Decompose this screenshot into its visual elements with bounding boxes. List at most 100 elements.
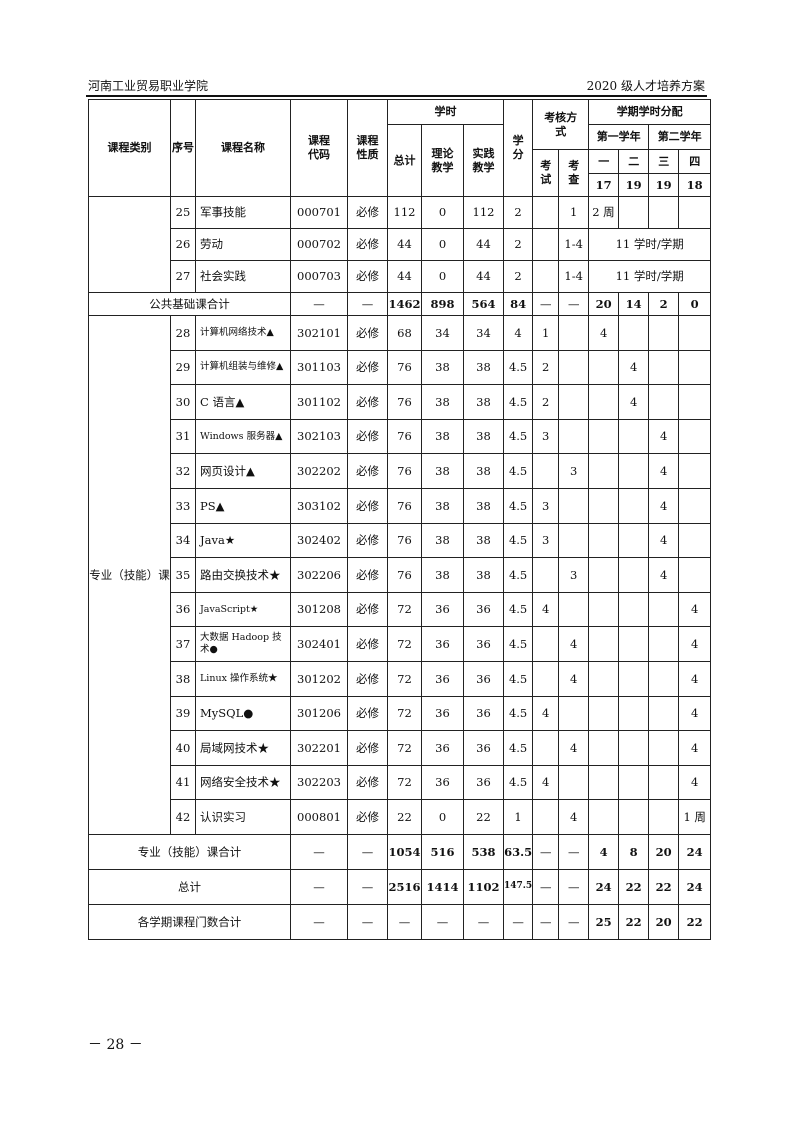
summary-value: 84 bbox=[502, 292, 534, 316]
head-sem-1: 一 bbox=[588, 149, 620, 174]
hours-theory: 38 bbox=[421, 384, 464, 420]
course-code: 000801 bbox=[290, 799, 348, 835]
check-semester: 1-4 bbox=[558, 260, 590, 293]
semester-hours-3 bbox=[648, 730, 680, 766]
check-semester bbox=[558, 695, 590, 732]
summary-row: 专业（技能）课合计 — —1054 516 538 63.5— —4 8 20 24 bbox=[88, 833, 712, 870]
course-code: 301103 bbox=[290, 349, 348, 386]
course-nature: 必修 bbox=[347, 260, 388, 293]
course-row: 33 PS▲ 303102 必修 76 38 38 4.5 3 4 bbox=[89, 487, 712, 524]
header-plan: 2020 级人才培养方案 bbox=[586, 79, 705, 93]
semester-hours-3: 4 bbox=[648, 557, 680, 593]
semester-hours-2 bbox=[618, 453, 650, 489]
course-seq: 33 bbox=[170, 487, 196, 524]
summary-value: 22 bbox=[678, 903, 712, 940]
head-name: 课程名称 bbox=[195, 99, 291, 197]
semester-hours-1 bbox=[588, 660, 620, 697]
course-row: 41 网络安全技术★ 302203 必修 72 36 36 4.5 4 4 bbox=[89, 764, 712, 801]
summary-value: 2 bbox=[648, 292, 680, 316]
semester-hours-1 bbox=[588, 522, 620, 559]
hours-total: 72 bbox=[387, 660, 422, 697]
semester-hours-3 bbox=[648, 591, 680, 628]
course-code: 000702 bbox=[290, 228, 348, 261]
semester-hours-2 bbox=[618, 315, 650, 351]
semester-hours-4: 1 周 bbox=[678, 799, 712, 835]
exam-semester: 2 bbox=[532, 349, 560, 386]
check-semester: 4 bbox=[558, 626, 590, 662]
course-name: 路由交换技术★ bbox=[195, 557, 291, 593]
head-code: 课程代码 bbox=[290, 99, 348, 197]
semester-hours-4: 4 bbox=[678, 730, 712, 766]
course-code: 303102 bbox=[290, 487, 348, 524]
head-category: 课程类别 bbox=[88, 99, 171, 197]
hours-total: 22 bbox=[387, 799, 422, 835]
hours-practice: 38 bbox=[463, 453, 504, 489]
summary-label: 总计 bbox=[88, 868, 291, 905]
summary-value: 0 bbox=[678, 292, 712, 316]
course-row: 38 Linux 操作系统★ 301202 必修 72 36 36 4.5 4 4 bbox=[89, 660, 712, 697]
check-semester bbox=[558, 764, 590, 801]
course-seq: 29 bbox=[170, 349, 196, 386]
semester-hours-4: 4 bbox=[678, 695, 712, 732]
summary-value: 25 bbox=[588, 903, 620, 940]
semester-hours-1 bbox=[588, 487, 620, 524]
course-code: 301202 bbox=[290, 660, 348, 697]
course-nature: 必修 bbox=[347, 349, 388, 386]
exam-semester: 4 bbox=[532, 695, 560, 732]
hours-total: 68 bbox=[387, 315, 422, 351]
hours-total: 76 bbox=[387, 384, 422, 420]
course-nature: 必修 bbox=[347, 730, 388, 766]
course-nature: 必修 bbox=[347, 384, 388, 420]
course-seq: 34 bbox=[170, 522, 196, 559]
hours-practice: 112 bbox=[463, 196, 504, 229]
summary-value: 63.5 bbox=[502, 833, 534, 870]
course-code: 301208 bbox=[290, 591, 348, 628]
summary-value: — bbox=[532, 903, 560, 940]
hours-theory: 38 bbox=[421, 349, 464, 386]
course-nature: 必修 bbox=[347, 315, 388, 351]
semester-hours-2 bbox=[618, 591, 650, 628]
exam-semester: 3 bbox=[532, 418, 560, 455]
head-hours: 学时 bbox=[387, 99, 504, 125]
credit: 2 bbox=[502, 228, 534, 261]
semester-hours-2 bbox=[618, 660, 650, 697]
credit: 4.5 bbox=[502, 384, 534, 420]
course-row: 25 军事技能 000701 必修 112 0 112 2 1 2 周 bbox=[88, 196, 712, 293]
summary-value: 20 bbox=[648, 903, 680, 940]
semester-hours-1 bbox=[588, 591, 620, 628]
course-row: 专业（技能）课 28 计算机网络技术▲ 302101 必修 68 34 34 4 1 4 bbox=[88, 315, 712, 835]
credit: 4.5 bbox=[502, 730, 534, 766]
semester-hours-3 bbox=[648, 196, 680, 229]
summary-value: — bbox=[290, 292, 348, 316]
semester-hours-2: 4 bbox=[618, 384, 650, 420]
semester-hours-2 bbox=[618, 764, 650, 801]
check-semester bbox=[558, 522, 590, 559]
course-row: 35 路由交换技术★ 302206 必修 76 38 38 4.5 3 4 bbox=[89, 557, 712, 593]
semester-hours-1 bbox=[588, 557, 620, 593]
course-name: JavaScript★ bbox=[195, 591, 291, 628]
course-row: 29 计算机组装与维修▲ 301103 必修 76 38 38 4.5 2 4 bbox=[89, 349, 712, 386]
semester-hours-3: 4 bbox=[648, 487, 680, 524]
semester-hours-4 bbox=[678, 315, 712, 351]
semester-hours-2 bbox=[618, 695, 650, 732]
course-name: Linux 操作系统★ bbox=[195, 660, 291, 697]
course-name: PS▲ bbox=[195, 487, 291, 524]
summary-value: — bbox=[421, 903, 464, 940]
summary-value: 24 bbox=[588, 868, 620, 905]
exam-semester bbox=[532, 260, 560, 293]
page-number: － 28 － bbox=[88, 1037, 143, 1053]
summary-value: 24 bbox=[678, 868, 712, 905]
summary-value: — bbox=[290, 868, 348, 905]
head-weeks-2: 19 bbox=[618, 173, 650, 197]
summary-value: — bbox=[532, 833, 560, 870]
head-weeks-4: 18 bbox=[678, 173, 712, 197]
course-seq: 28 bbox=[170, 315, 196, 351]
credit: 2 bbox=[502, 196, 534, 229]
hours-theory: 0 bbox=[421, 260, 464, 293]
hours-theory: 0 bbox=[421, 196, 464, 229]
course-row: 31 Windows 服务器▲ 302103 必修 76 38 38 4.5 3 4 bbox=[89, 418, 712, 455]
course-row: 39 MySQL● 301206 必修 72 36 36 4.5 4 4 bbox=[89, 695, 712, 732]
head-practice: 实践教学 bbox=[463, 124, 504, 197]
semester-hours-4: 4 bbox=[678, 660, 712, 697]
credit: 4.5 bbox=[502, 660, 534, 697]
